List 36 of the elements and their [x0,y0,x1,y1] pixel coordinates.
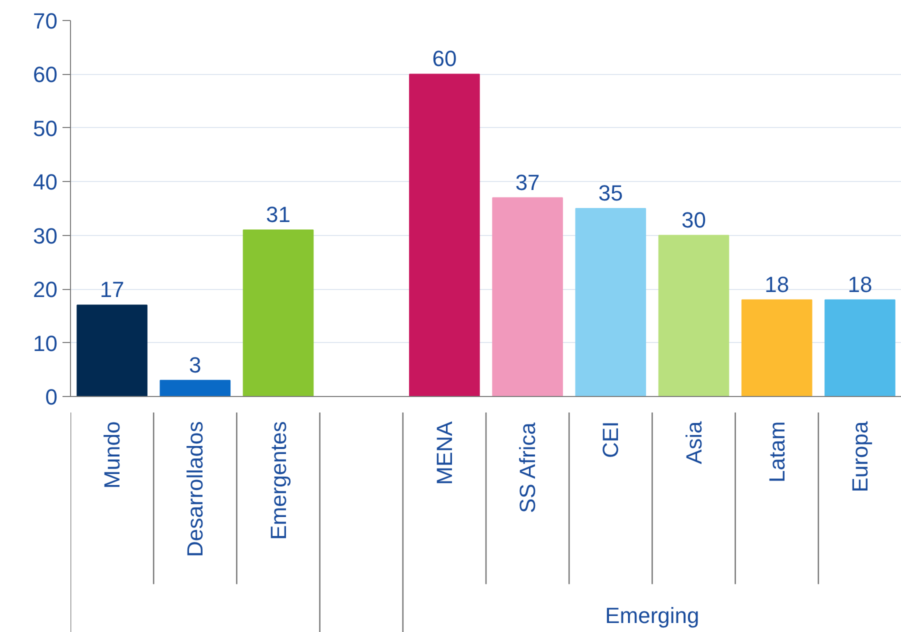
x-tick-label: MENA [432,420,457,485]
x-tick-label: Emergentes [266,421,291,540]
y-tick-label: 20 [33,277,58,302]
data-label: 3 [189,352,202,378]
y-tick-label: 30 [33,223,58,248]
x-tick-label: Asia [681,420,706,464]
bar [160,380,231,396]
data-label: 31 [266,202,290,227]
text: Emerging [605,603,700,628]
data-label: 30 [682,207,706,232]
x-tick-label: Latam [764,421,790,482]
bar [76,304,148,396]
data-label: 18 [764,272,790,297]
bar [492,197,563,396]
y-tick-label: 40 [33,170,58,195]
data-label: 35 [598,180,623,206]
y-tick-label: 0 [45,384,58,410]
y-tick-label: 10 [33,330,58,356]
bar [242,229,314,396]
bar [409,74,480,396]
x-tick-label: Desarrollados [182,421,208,558]
bar [575,208,646,396]
x-tick-label: CEI [598,421,624,458]
bar [741,299,812,396]
y-tick-label: 50 [33,116,58,141]
data-label: 60 [432,46,457,72]
x-tick-label: Europa [847,420,872,492]
y-tick-label: 70 [33,8,58,34]
x-tick-label: SS Africa [515,422,540,513]
y-tick-label: 60 [33,62,58,88]
data-label: 37 [515,170,540,195]
data-label: 17 [100,277,124,302]
bar [824,299,896,396]
bar [658,234,730,396]
x-tick-label: Mundo [100,421,125,489]
data-label: 18 [848,272,872,297]
